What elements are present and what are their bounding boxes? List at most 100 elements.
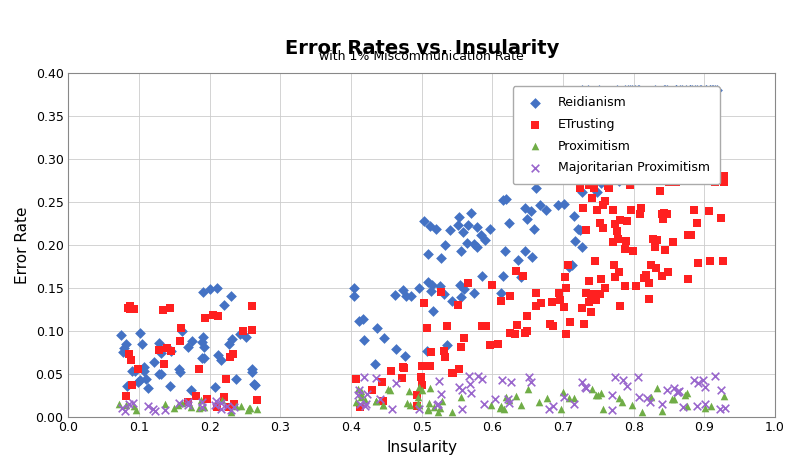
- ETrusting: [707, 172, 720, 180]
- Proximitism: [354, 394, 367, 401]
- Reidianism: [707, 86, 720, 94]
- ETrusting: [580, 175, 593, 183]
- Reidianism: [131, 378, 144, 386]
- ETrusting: [558, 303, 570, 311]
- Proximitism: [434, 404, 446, 412]
- Reidianism: [576, 188, 589, 196]
- Reidianism: [575, 158, 588, 166]
- Reidianism: [500, 195, 513, 203]
- Reidianism: [584, 171, 597, 179]
- Reidianism: [153, 339, 166, 346]
- Reidianism: [422, 278, 434, 285]
- ETrusting: [677, 172, 690, 180]
- ETrusting: [619, 237, 632, 245]
- Proximitism: [596, 405, 609, 413]
- Majoritarian Proximitism: [633, 393, 646, 401]
- Reidianism: [670, 86, 682, 94]
- ETrusting: [161, 344, 174, 352]
- ETrusting: [553, 289, 566, 297]
- ETrusting: [521, 313, 534, 320]
- Proximitism: [556, 388, 569, 395]
- Majoritarian Proximitism: [227, 403, 240, 411]
- ETrusting: [157, 306, 170, 314]
- Reidianism: [378, 334, 390, 342]
- Reidianism: [686, 142, 698, 150]
- Majoritarian Proximitism: [606, 391, 618, 399]
- ETrusting: [397, 364, 410, 372]
- Reidianism: [590, 188, 603, 196]
- Majoritarian Proximitism: [354, 400, 366, 408]
- Majoritarian Proximitism: [714, 387, 727, 394]
- Proximitism: [112, 400, 125, 407]
- Reidianism: [176, 328, 189, 335]
- Reidianism: [631, 86, 644, 94]
- Reidianism: [618, 86, 631, 94]
- ETrusting: [558, 273, 571, 281]
- Reidianism: [528, 226, 541, 233]
- ETrusting: [618, 245, 631, 252]
- ETrusting: [637, 274, 650, 282]
- Majoritarian Proximitism: [691, 402, 704, 410]
- Reidianism: [439, 241, 452, 249]
- ETrusting: [609, 273, 622, 281]
- Reidianism: [229, 375, 242, 383]
- ETrusting: [598, 197, 611, 204]
- Proximitism: [354, 390, 367, 398]
- Reidianism: [210, 284, 223, 291]
- Reidianism: [530, 184, 542, 191]
- Reidianism: [706, 86, 718, 94]
- Reidianism: [142, 384, 154, 392]
- Reidianism: [647, 141, 660, 149]
- Majoritarian Proximitism: [522, 374, 535, 381]
- ETrusting: [246, 327, 258, 334]
- Majoritarian Proximitism: [580, 384, 593, 392]
- Reidianism: [462, 221, 474, 228]
- ETrusting: [206, 311, 219, 318]
- ETrusting: [564, 319, 577, 326]
- ETrusting: [396, 363, 409, 371]
- Reidianism: [558, 200, 570, 207]
- ETrusting: [228, 400, 241, 407]
- Proximitism: [586, 385, 598, 392]
- Reidianism: [390, 345, 402, 353]
- ETrusting: [649, 243, 662, 251]
- ETrusting: [650, 265, 662, 272]
- Reidianism: [658, 86, 670, 94]
- Reidianism: [710, 86, 723, 94]
- ETrusting: [164, 304, 177, 312]
- ETrusting: [575, 305, 588, 312]
- ETrusting: [584, 293, 597, 300]
- Reidianism: [478, 236, 491, 243]
- ETrusting: [589, 257, 602, 264]
- Reidianism: [694, 86, 706, 94]
- Proximitism: [400, 399, 413, 406]
- Text: with 1% Miscommunication Rate: with 1% Miscommunication Rate: [319, 50, 524, 63]
- Reidianism: [514, 274, 527, 281]
- Majoritarian Proximitism: [655, 400, 668, 407]
- Proximitism: [626, 401, 638, 408]
- Proximitism: [358, 396, 371, 403]
- Majoritarian Proximitism: [476, 376, 489, 383]
- ETrusting: [588, 172, 601, 180]
- Proximitism: [422, 405, 434, 413]
- Proximitism: [413, 383, 426, 391]
- Majoritarian Proximitism: [489, 396, 502, 403]
- Reidianism: [647, 152, 660, 160]
- Majoritarian Proximitism: [464, 390, 477, 397]
- Reidianism: [582, 86, 594, 94]
- Majoritarian Proximitism: [501, 395, 514, 402]
- Proximitism: [403, 401, 416, 409]
- Reidianism: [526, 253, 538, 260]
- Proximitism: [195, 397, 208, 404]
- ETrusting: [632, 174, 645, 182]
- Reidianism: [575, 243, 588, 251]
- Majoritarian Proximitism: [575, 378, 588, 386]
- ETrusting: [574, 184, 586, 192]
- Reidianism: [404, 292, 417, 299]
- ETrusting: [606, 238, 619, 245]
- Reidianism: [226, 335, 238, 343]
- Reidianism: [184, 387, 197, 394]
- Reidianism: [689, 86, 702, 94]
- ETrusting: [635, 204, 648, 212]
- Proximitism: [416, 386, 429, 394]
